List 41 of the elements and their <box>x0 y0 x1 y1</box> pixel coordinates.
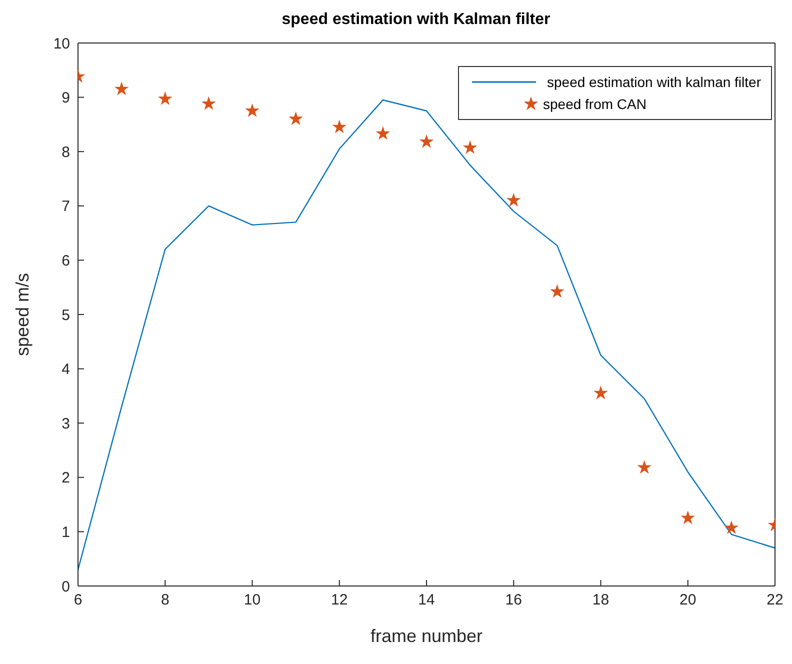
x-tick-label: 12 <box>331 592 348 609</box>
point <box>288 111 303 126</box>
chart-title: speed estimation with Kalman filter <box>280 10 552 30</box>
y-tick-label: 7 <box>62 198 70 216</box>
x-tick-label: 14 <box>418 592 435 609</box>
y-tick-label: 5 <box>62 306 70 324</box>
y-tick-label: 9 <box>62 90 70 107</box>
point <box>724 520 739 534</box>
x-tick-label: 6 <box>74 592 82 609</box>
point <box>594 386 608 400</box>
point <box>202 96 216 110</box>
y-tick-label: 2 <box>62 470 70 487</box>
point <box>462 140 478 154</box>
y-tick-label: 8 <box>62 144 70 161</box>
x-tick-label: 22 <box>766 592 784 609</box>
y-tick-label: 10 <box>53 35 70 52</box>
y-tick-label: 0 <box>62 578 70 596</box>
legend-label: speed from CAN <box>543 96 646 112</box>
x-tick-label: 10 <box>244 592 261 609</box>
point <box>245 103 260 117</box>
point <box>550 284 564 298</box>
x-tick-label: 8 <box>160 592 170 609</box>
x-tick-label: 16 <box>505 592 522 609</box>
y-tick-label: 3 <box>62 415 70 432</box>
legend-label: speed estimation with kalman filter <box>547 74 761 90</box>
point <box>637 460 652 474</box>
point <box>506 192 521 207</box>
y-tick-label: 6 <box>62 252 70 270</box>
x-axis-title: frame number <box>370 626 483 646</box>
y-tick-label: 4 <box>62 361 70 378</box>
x-tick-label: 20 <box>680 592 696 609</box>
y-axis-title: speed m/s <box>12 272 32 356</box>
point <box>332 120 347 134</box>
point <box>419 134 434 148</box>
point <box>680 510 696 524</box>
y-tick-label: 1 <box>62 524 70 542</box>
line-series <box>78 99 775 570</box>
point <box>376 126 390 140</box>
point <box>114 82 129 96</box>
x-tick-label: 18 <box>592 592 610 609</box>
point <box>158 91 172 106</box>
